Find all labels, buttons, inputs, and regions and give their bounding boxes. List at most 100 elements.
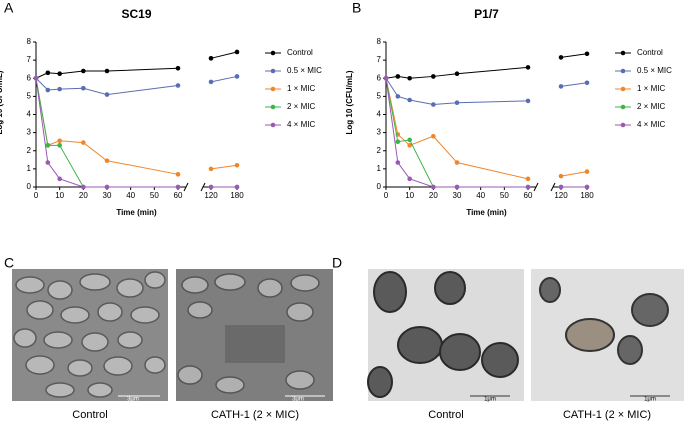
x-tick-label: 10 — [405, 191, 414, 200]
data-point — [584, 169, 590, 174]
y-tick-label: 1 — [27, 164, 32, 173]
legend-marker — [620, 104, 626, 110]
data-point — [431, 74, 436, 79]
data-point — [407, 176, 412, 182]
data-point — [104, 92, 110, 97]
y-tick-label: 8 — [27, 37, 32, 46]
x-tick-label: 30 — [453, 191, 462, 200]
series-line — [210, 164, 238, 170]
data-point — [525, 184, 531, 190]
legend-label: 2 × MIC — [287, 102, 315, 111]
data-point — [104, 158, 110, 164]
legend-label: 0.5 × MIC — [637, 66, 672, 75]
data-point — [558, 184, 564, 190]
y-tick-label: 4 — [377, 110, 382, 119]
series-line — [385, 78, 528, 188]
data-point — [81, 184, 86, 190]
series-line — [560, 171, 588, 177]
legend-marker — [270, 104, 276, 110]
data-point — [431, 133, 436, 139]
tem-image — [531, 269, 684, 401]
data-point — [584, 51, 590, 57]
x-tick-label: 30 — [103, 191, 112, 200]
x-tick-label: 40 — [476, 191, 485, 200]
data-point — [33, 75, 39, 81]
x-tick-label: 120 — [204, 191, 218, 200]
data-point — [175, 83, 181, 88]
data-point — [431, 184, 436, 190]
scale-bar-label: 1μm — [484, 397, 496, 403]
legend-label: Control — [637, 48, 663, 57]
data-point — [558, 84, 564, 89]
caption: CATH-1 (2 × MIC) — [563, 409, 651, 421]
sem-image — [176, 269, 333, 401]
legend-marker — [620, 50, 626, 56]
data-point — [525, 176, 531, 182]
series-line — [210, 75, 238, 83]
series-line — [35, 77, 179, 96]
panel-label: D — [332, 255, 342, 271]
x-tick-label: 50 — [150, 191, 159, 200]
caption: Control — [428, 409, 463, 421]
data-point — [57, 143, 62, 148]
data-point — [558, 55, 564, 60]
data-point — [395, 74, 401, 79]
series-line — [560, 82, 588, 87]
data-point — [175, 172, 181, 177]
data-point — [175, 184, 181, 190]
caption: Control — [72, 409, 107, 421]
data-point — [395, 139, 401, 144]
data-point — [175, 65, 181, 71]
legend-label: 4 × MIC — [637, 120, 665, 129]
data-point — [57, 176, 62, 182]
data-point — [584, 80, 590, 86]
caption: CATH-1 (2 × MIC) — [211, 409, 299, 421]
legend-marker — [620, 122, 626, 128]
y-tick-label: 6 — [377, 73, 382, 82]
y-tick-label: 7 — [27, 55, 32, 64]
x-tick-label: 50 — [500, 191, 509, 200]
data-point — [57, 71, 62, 77]
data-point — [234, 49, 240, 55]
data-point — [234, 162, 240, 168]
data-point — [45, 87, 51, 93]
data-point — [45, 143, 51, 148]
series-line — [560, 53, 588, 58]
x-tick-label: 40 — [126, 191, 135, 200]
data-point — [395, 94, 401, 99]
data-point — [104, 184, 110, 190]
y-tick-label: 8 — [377, 37, 382, 46]
series-line — [385, 78, 528, 188]
y-tick-label: 0 — [377, 182, 382, 191]
legend-label: Control — [287, 48, 313, 57]
data-point — [57, 86, 62, 92]
data-point — [407, 137, 412, 143]
legend-label: 1 × MIC — [287, 84, 315, 93]
data-point — [81, 85, 86, 91]
legend-marker — [620, 68, 626, 74]
axis-break — [533, 182, 556, 192]
legend-label: 0.5 × MIC — [287, 66, 322, 75]
panel-label: A — [4, 0, 14, 16]
data-point — [584, 184, 590, 190]
chart-title: SC19 — [121, 7, 151, 21]
x-axis-label: Time (min) — [116, 208, 157, 217]
series-line — [385, 77, 529, 106]
panel-label: C — [4, 255, 14, 271]
legend-label: 1 × MIC — [637, 84, 665, 93]
tem-image — [367, 269, 524, 401]
series-line — [35, 78, 178, 188]
data-point — [208, 166, 214, 172]
y-tick-label: 4 — [27, 110, 32, 119]
data-point — [431, 102, 436, 107]
y-tick-label: 2 — [27, 146, 32, 155]
legend-marker — [270, 86, 276, 92]
x-tick-label: 20 — [429, 191, 438, 200]
data-point — [57, 138, 62, 144]
x-axis-label: Time (min) — [466, 208, 507, 217]
data-point — [383, 75, 389, 81]
data-point — [454, 160, 460, 165]
data-point — [81, 68, 86, 74]
data-point — [208, 184, 214, 190]
data-point — [208, 79, 214, 85]
